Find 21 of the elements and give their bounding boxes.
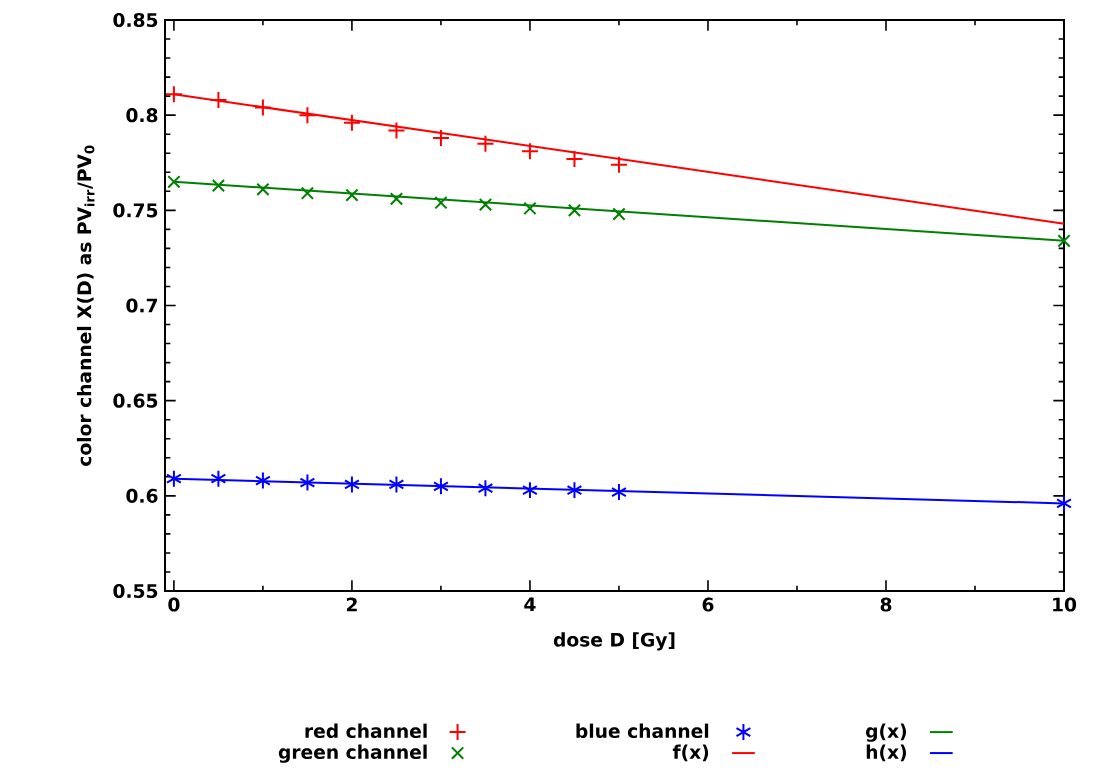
y-tick-label: 0.8 [126,108,158,123]
legend-label: g(x) [865,723,906,742]
y-tick-label: 0.6 [126,488,158,503]
y-tick-label: 0.85 [113,12,158,28]
legend-label: green channel [278,744,427,763]
x-tick-label: 2 [346,597,357,612]
legend-label: f(x) [672,744,709,762]
y-tick-label: 0.7 [126,298,158,313]
legend-label: blue channel [576,723,709,739]
y-tick-label: 0.65 [113,393,158,408]
y-tick-label: 0.75 [113,203,158,218]
legend-label: h(x) [866,744,906,762]
y-tick-label: 0.55 [113,583,158,599]
legend-label: red channel [305,723,427,739]
x-tick-label: 4 [524,597,536,612]
x-tick-label: 6 [702,597,714,612]
y-axis-title: color channel X(D) as PV$_{irr}$/PV$_{0}$ [76,145,95,466]
x-tick-label: 10 [1053,597,1077,612]
x-tick-label: 8 [880,597,892,612]
x-axis-title: dose D [Gy] [553,632,675,651]
x-tick-label: 0 [168,597,180,612]
